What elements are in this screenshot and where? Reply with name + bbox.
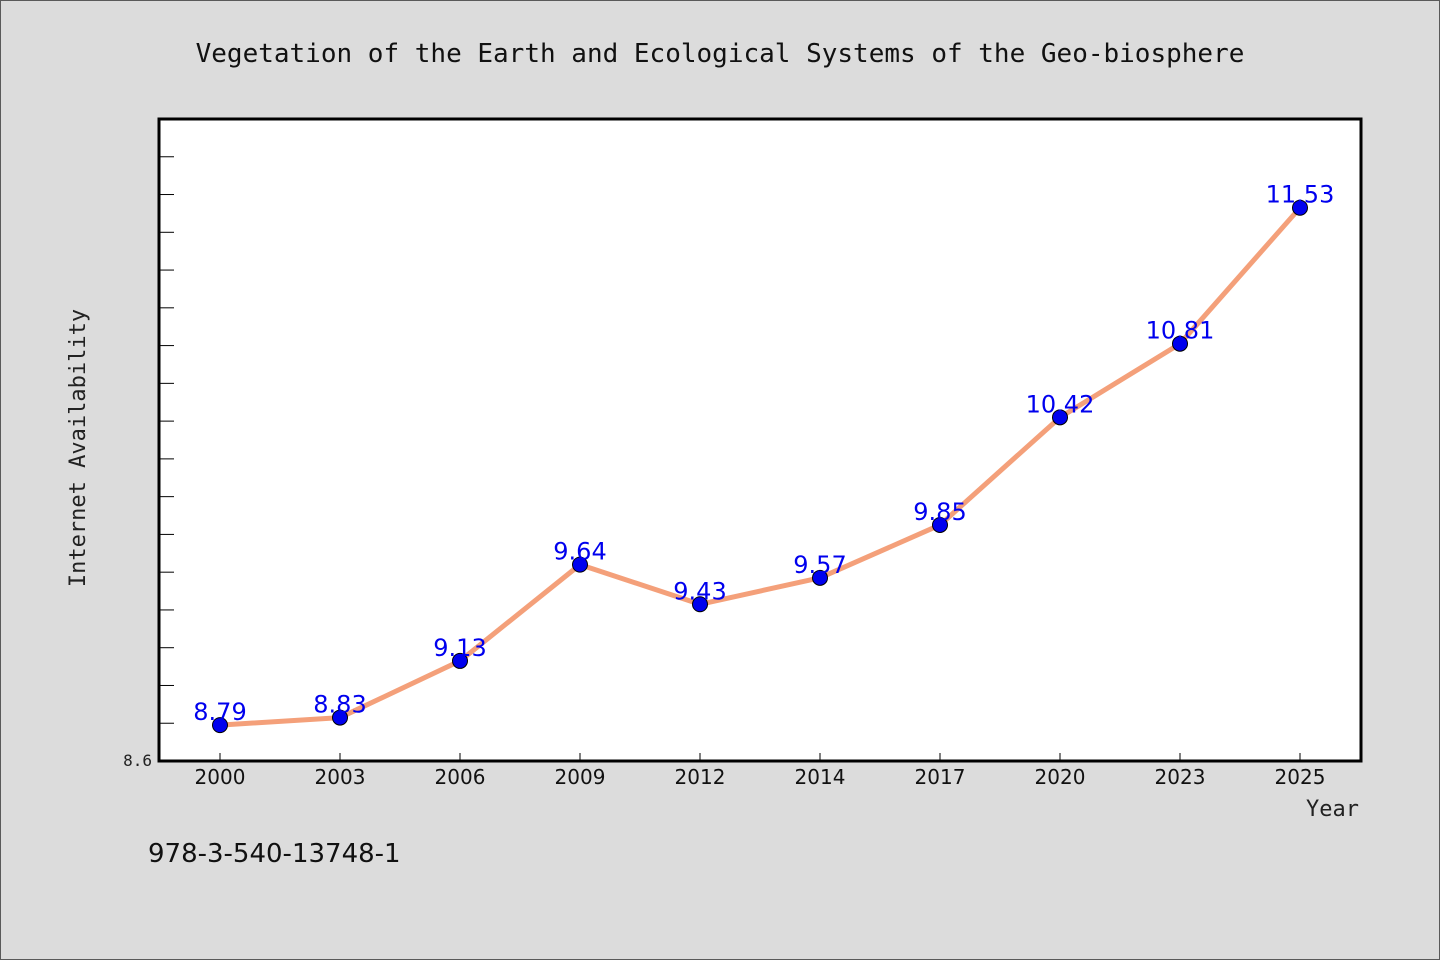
data-point — [1292, 199, 1308, 216]
data-point — [1172, 335, 1188, 352]
y-axis-label: Internet Availability — [66, 309, 91, 587]
data-label: 9.13 — [433, 634, 486, 662]
x-tick-label: 2006 — [435, 765, 486, 789]
series-line — [217, 205, 1303, 728]
x-axis-label: Year — [1306, 797, 1359, 822]
data-label: 10.81 — [1146, 317, 1215, 345]
data-point — [572, 556, 588, 573]
footer-id: 978-3-540-13748-1 — [148, 839, 401, 869]
data-label: 8.79 — [193, 698, 246, 726]
data-label: 9.64 — [553, 538, 606, 566]
data-point — [1052, 409, 1068, 426]
plot-area — [157, 117, 1363, 763]
x-tick-label: 2000 — [195, 765, 246, 789]
x-tick-label: 2012 — [675, 765, 726, 789]
data-label: 9.43 — [673, 577, 726, 605]
data-label: 11.53 — [1266, 181, 1335, 209]
x-tick-label: 2014 — [795, 765, 846, 789]
x-axis-ticks — [219, 753, 1301, 761]
x-tick-label: 2003 — [315, 765, 366, 789]
data-label: 9.57 — [793, 551, 846, 579]
data-point — [332, 709, 348, 726]
data-labels: 8.79 8.83 9.13 9.64 9.43 9.57 9.85 10.42 10.81 11… — [193, 181, 1334, 726]
data-point — [812, 569, 828, 586]
y-minor-ticks — [159, 156, 174, 724]
data-label: 9.85 — [913, 498, 966, 526]
chart-title: Vegetation of the Earth and Ecological S… — [196, 39, 1245, 69]
x-tick-label: 2023 — [1155, 765, 1206, 789]
data-label: 8.83 — [313, 691, 366, 719]
x-tick-label: 2009 — [555, 765, 606, 789]
data-point — [692, 596, 708, 613]
x-tick-label: 2017 — [915, 765, 966, 789]
data-markers — [212, 199, 1308, 734]
data-label: 10.42 — [1026, 390, 1095, 418]
data-point — [212, 717, 228, 734]
data-point — [452, 652, 468, 669]
y-tick-label: 8.6 — [123, 751, 152, 770]
x-tick-label: 2025 — [1275, 765, 1326, 789]
x-tick-label: 2020 — [1035, 765, 1086, 789]
x-axis-tick-labels: 2000 2003 2006 2009 2012 2014 2017 2020 2023 2025 — [195, 765, 1326, 789]
data-point — [932, 516, 948, 533]
